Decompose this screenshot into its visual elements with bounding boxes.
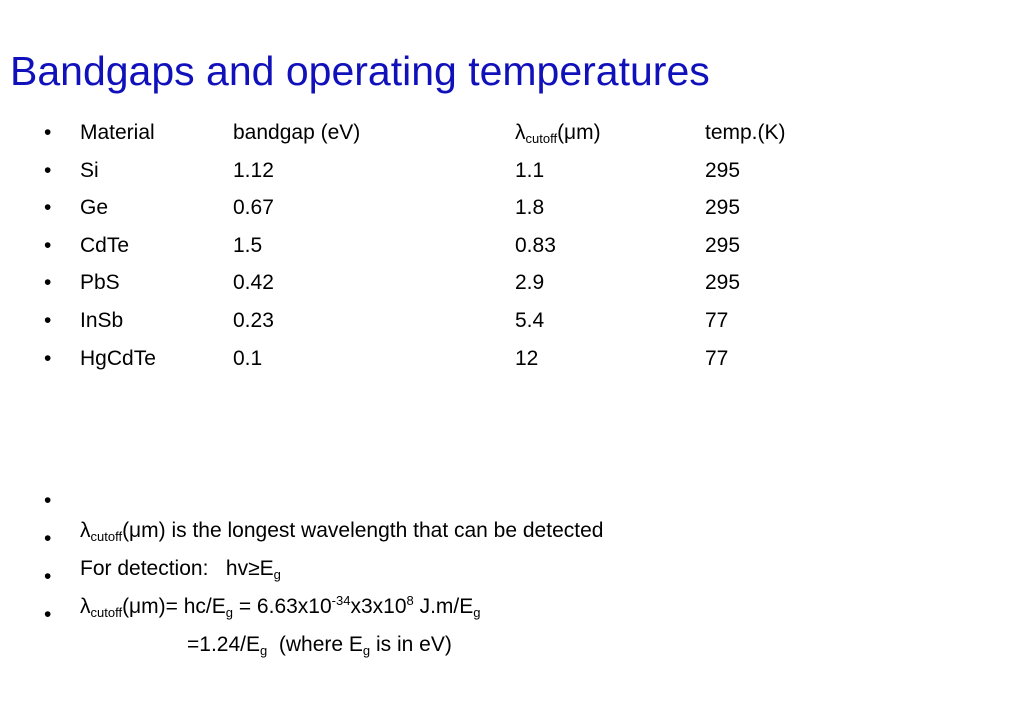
table-cell: 0.83 [515, 233, 556, 257]
table-cell: InSb [80, 309, 124, 332]
text: J.m/E [413, 595, 474, 618]
header-cell: bandgap (eV) [233, 121, 361, 144]
table-cell: 77 [705, 346, 729, 370]
bullet: • [44, 527, 52, 550]
text: x3x10 [350, 595, 407, 618]
bullet: • [44, 121, 52, 144]
table-cell: Ge [80, 196, 109, 220]
table-cell: 295 [705, 233, 741, 257]
table-cell: CdTe [80, 233, 130, 257]
table-cell: HgCdTe [80, 346, 156, 370]
table-cell: 1.1 [515, 158, 545, 182]
table-cell: 1.5 [233, 233, 263, 257]
bullet: • [44, 565, 52, 588]
table-cell: 5.4 [515, 309, 545, 332]
table-cell: 295 [705, 196, 741, 220]
note-text: λcutoff(μm) is the longest wavelength th… [80, 516, 603, 546]
subscript: cutoff [525, 131, 558, 146]
bullet: • [44, 233, 52, 257]
subscript: g [362, 643, 371, 658]
bullet: • [44, 196, 52, 220]
bullet: • [44, 271, 52, 295]
text: For detection: hv≥E [80, 557, 274, 580]
note-text: λcutoff(μm)= hc/Eg = 6.63x10-34x3x108 J.… [80, 592, 481, 622]
subscript: g [259, 643, 268, 658]
text: is in eV) [370, 633, 452, 656]
subscript: g [273, 567, 281, 582]
text: λ [80, 519, 91, 542]
subscript: g [473, 605, 481, 620]
bullet: • [44, 489, 52, 512]
superscript: -34 [331, 593, 351, 608]
table-cell: 0.23 [233, 309, 274, 332]
superscript: 8 [406, 593, 414, 608]
text: (μm) [557, 121, 601, 144]
title: Bandgaps and operating temperatures [10, 48, 710, 94]
note: • =1.24/Eg (where Eg is in eV) [0, 570, 452, 657]
header-cell: temp.(K) [705, 121, 786, 144]
subscript: g [225, 605, 233, 620]
text: λ [80, 595, 91, 618]
table-cell: 295 [705, 271, 741, 295]
text: (where E [267, 633, 363, 656]
table-cell: 295 [705, 158, 741, 182]
bullet: • [44, 309, 52, 332]
text: =1.24/E [187, 633, 260, 656]
table-cell: 12 [515, 346, 539, 370]
text: λ [515, 121, 526, 144]
table-cell: Si [80, 158, 99, 182]
text: = 6.63x10 [233, 595, 332, 618]
table-cell: 2.9 [515, 271, 545, 295]
table-cell: 0.1 [233, 346, 263, 370]
subscript: cutoff [90, 605, 123, 620]
table-cell: 1.8 [515, 196, 545, 220]
note: • λcutoff(μm)= hc/Eg = 6.63x10-34x3x108 … [0, 532, 481, 619]
note-text: =1.24/Eg (where Eg is in eV) [187, 630, 452, 660]
table-cell: 77 [705, 309, 729, 332]
note: • λcutoff(μm) is the longest wavelength … [0, 456, 603, 543]
text: (μm)= hc/E [122, 595, 226, 618]
bullet: • [44, 158, 52, 182]
table-cell: 0.67 [233, 196, 274, 220]
note: • For detection: hv≥Eg [0, 494, 281, 581]
bullet: • [44, 603, 52, 626]
text: (μm) is the longest wavelength that can … [122, 519, 604, 542]
header-cell: λcutoff(μm) [515, 118, 601, 148]
subscript: cutoff [90, 529, 123, 544]
table-cell: 0.42 [233, 271, 274, 295]
table-cell: 1.12 [233, 158, 274, 182]
bullet: • [44, 346, 52, 370]
header-cell: Material [80, 121, 155, 144]
note-text: For detection: hv≥Eg [80, 554, 281, 584]
table-cell: PbS [80, 271, 120, 295]
